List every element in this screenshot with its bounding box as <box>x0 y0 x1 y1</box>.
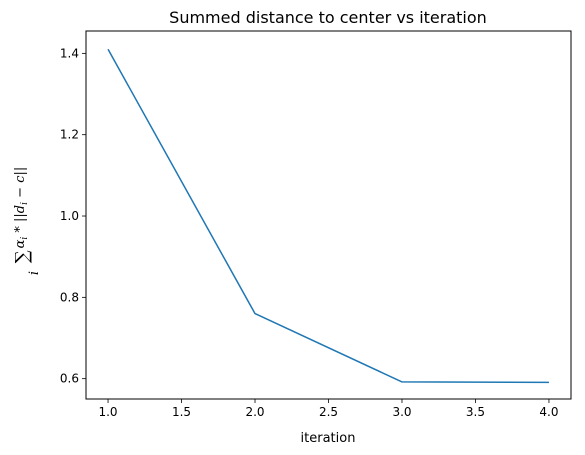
svg-text:i: i <box>27 271 42 275</box>
y-tick-label: 1.0 <box>60 209 79 223</box>
x-tick-label: 1.0 <box>98 405 117 419</box>
plot-frame <box>85 30 572 400</box>
y-tick-label: 0.8 <box>60 290 79 304</box>
chart-title: Summed distance to center vs iteration <box>169 8 487 27</box>
x-tick-label: 2.0 <box>245 405 264 419</box>
y-tick-label: 1.2 <box>60 128 79 142</box>
y-tick-label: 0.6 <box>60 372 79 386</box>
x-tick-label: 2.5 <box>319 405 338 419</box>
x-tick-label: 3.5 <box>466 405 485 419</box>
y-axis-ticks: 0.6 0.8 1.0 1.2 1.4 <box>60 46 86 386</box>
y-axis-label: ∑αi * ||di − c|| i <box>12 167 42 275</box>
svg-text:∑αi * ||di − c||: ∑αi * ||di − c|| <box>12 167 33 264</box>
plot-area <box>86 31 571 399</box>
x-axis-ticks: 1.0 1.5 2.0 2.5 3.0 3.5 4.0 <box>98 399 559 419</box>
x-axis-label: iteration <box>301 431 356 446</box>
y-tick-label: 1.4 <box>60 46 79 60</box>
x-tick-label: 1.5 <box>172 405 191 419</box>
series-line <box>107 48 549 384</box>
x-tick-label: 4.0 <box>539 405 558 419</box>
series-group <box>107 48 550 384</box>
x-tick-label: 3.0 <box>392 405 411 419</box>
